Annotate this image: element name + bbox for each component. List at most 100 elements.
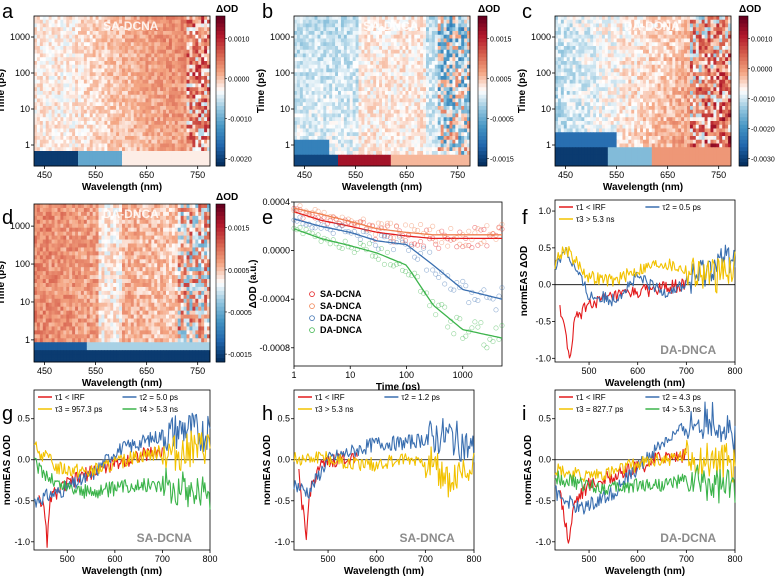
heatmap-cell xyxy=(329,128,333,133)
heatmap-cell xyxy=(390,72,395,77)
heatmap-cell xyxy=(69,94,73,99)
heatmap-cell xyxy=(157,68,161,73)
heatmap-cell xyxy=(329,147,333,152)
heatmap-cell xyxy=(461,158,465,163)
heatmap-cell xyxy=(183,98,187,103)
heatmap-cell xyxy=(101,79,105,84)
heatmap-cell xyxy=(177,98,182,103)
heatmap-cell xyxy=(358,94,362,99)
heatmap-cell xyxy=(399,94,403,99)
heatmap-cell xyxy=(95,16,99,21)
heatmap-cell xyxy=(349,64,354,69)
heatmap-cell xyxy=(443,98,447,103)
heatmap-cell xyxy=(36,102,41,107)
heatmap-cell xyxy=(405,87,409,92)
heatmap-cell xyxy=(160,64,164,69)
heatmap-cell xyxy=(446,128,450,133)
heatmap-cell xyxy=(370,31,374,36)
heatmap-cell xyxy=(36,72,41,77)
heatmap-cell xyxy=(695,16,700,21)
heatmap-cell xyxy=(142,147,146,152)
heatmap-cell xyxy=(405,143,409,148)
heatmap-cell xyxy=(186,42,190,47)
heatmap-cell xyxy=(63,102,67,107)
heatmap-cell xyxy=(130,76,135,81)
heatmap-cell xyxy=(36,76,41,81)
heatmap-cell xyxy=(440,151,444,156)
heatmap-cell xyxy=(42,106,47,111)
heatmap-cell xyxy=(446,31,450,36)
heatmap-cell xyxy=(305,23,310,28)
heatmap-cell xyxy=(95,102,99,107)
heatmap-cell xyxy=(379,91,383,96)
heatmap-cell xyxy=(160,42,164,47)
heatmap-cell xyxy=(95,94,99,99)
heatmap-cell xyxy=(189,76,193,81)
heatmap-cell xyxy=(317,139,321,144)
heatmap-cell xyxy=(113,147,117,152)
heatmap-cell xyxy=(86,76,91,81)
heatmap-cell xyxy=(343,102,348,107)
heatmap-cell xyxy=(78,106,82,111)
heatmap-cell xyxy=(393,34,398,39)
heatmap-cell xyxy=(555,16,559,21)
heatmap-cell xyxy=(83,91,88,96)
heatmap-cell xyxy=(426,42,430,47)
heatmap-cell xyxy=(201,151,205,156)
heatmap-cell xyxy=(414,94,418,99)
heatmap-cell xyxy=(36,132,41,137)
heatmap-cell xyxy=(464,154,468,159)
heatmap-cell xyxy=(107,109,111,114)
heatmap-cell xyxy=(92,79,96,84)
heatmap-cell xyxy=(358,158,362,163)
heatmap-cell xyxy=(440,61,444,66)
heatmap-cell xyxy=(305,102,310,107)
heatmap-cell xyxy=(83,106,88,111)
heatmap-cell xyxy=(198,139,202,144)
heatmap-cell xyxy=(464,79,468,84)
heatmap-cell xyxy=(122,151,126,156)
heatmap-cell xyxy=(69,57,73,62)
heatmap-cell xyxy=(376,136,380,141)
heatmap-cell xyxy=(332,147,336,152)
heatmap-cell xyxy=(113,132,117,137)
heatmap-cell xyxy=(124,79,129,84)
heatmap-cell xyxy=(42,147,47,152)
colorbar-cell xyxy=(478,57,487,62)
heatmap-cell xyxy=(452,27,456,32)
heatmap-cell xyxy=(452,31,456,36)
heatmap-cell xyxy=(311,64,315,69)
heatmap-cell xyxy=(358,162,362,167)
heatmap-cell xyxy=(177,31,182,36)
heatmap-cell xyxy=(335,38,339,43)
colorbar-tick-label: -0.0010 xyxy=(228,117,252,124)
heatmap-cell xyxy=(63,79,67,84)
heatmap-cell xyxy=(332,42,336,47)
heatmap-cell xyxy=(89,151,94,156)
heatmap-cell xyxy=(364,128,368,133)
heatmap-cell xyxy=(86,154,91,159)
heatmap-cell xyxy=(157,132,161,137)
heatmap-cell xyxy=(317,106,321,111)
heatmap-cell xyxy=(323,98,327,103)
heatmap-cell xyxy=(189,72,193,77)
heatmap-cell xyxy=(198,109,202,114)
heatmap-cell xyxy=(332,132,336,137)
heatmap-cell xyxy=(364,151,368,156)
heatmap-cell xyxy=(83,79,88,84)
heatmap-cell xyxy=(387,53,392,58)
heatmap-cell xyxy=(314,31,318,36)
heatmap-cell xyxy=(443,49,447,54)
heatmap-cell xyxy=(349,87,354,92)
heatmap-cell xyxy=(148,76,152,81)
heatmap-cell xyxy=(127,76,132,81)
heatmap-cell xyxy=(458,98,462,103)
colorbar-cell xyxy=(216,151,225,156)
heatmap-cell xyxy=(364,132,368,137)
heatmap-cell xyxy=(305,61,310,66)
heatmap-cell xyxy=(420,19,424,24)
heatmap-cell xyxy=(449,113,453,118)
heatmap-cell xyxy=(139,147,143,152)
heatmap-cell xyxy=(390,46,395,51)
heatmap-cell xyxy=(428,34,433,39)
